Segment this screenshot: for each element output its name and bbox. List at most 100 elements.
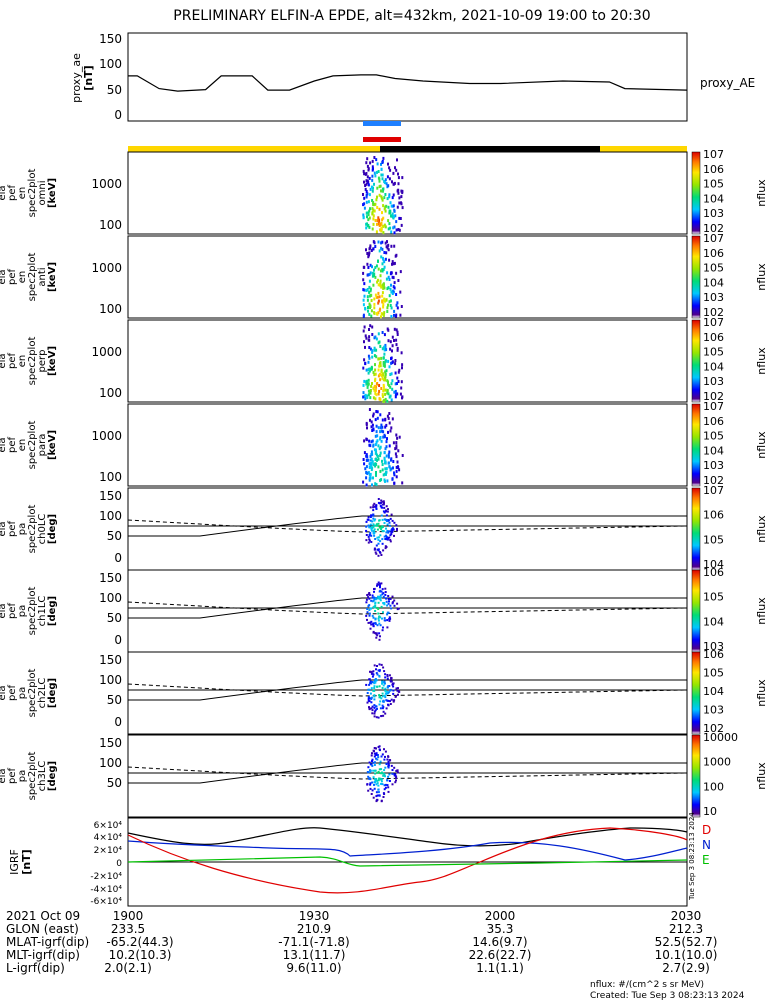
spectrum-pixel bbox=[381, 530, 384, 532]
spectrum-pixel bbox=[392, 182, 395, 186]
panel-ylabel: spec2plot bbox=[27, 669, 38, 718]
spectrum-pixel bbox=[400, 195, 403, 199]
spectrum-pixel bbox=[380, 387, 383, 390]
spectrum-pixel bbox=[381, 294, 384, 298]
spectrum-pixel bbox=[395, 328, 398, 332]
spectrum-pixel bbox=[390, 467, 393, 471]
spectrum-pixel bbox=[381, 393, 384, 397]
spectrum-pixel bbox=[370, 687, 373, 690]
spectrum-pixel bbox=[365, 289, 368, 292]
spectrum-pixel bbox=[364, 307, 367, 311]
spectrum-pixel bbox=[390, 204, 393, 208]
spectrum-pixel bbox=[384, 593, 387, 596]
proxy-ytick: 150 bbox=[99, 32, 122, 46]
spectrum-pixel bbox=[375, 264, 378, 268]
spectrum-pixel bbox=[379, 586, 381, 589]
spectrum-pixel bbox=[386, 175, 389, 179]
spectrum-pixel bbox=[375, 393, 378, 397]
spectrum-pixel bbox=[371, 210, 374, 214]
spectrum-pixel bbox=[379, 413, 382, 417]
spectrum-pixel bbox=[386, 604, 389, 607]
spectrum-pixel bbox=[376, 771, 379, 774]
spectrum-pixel bbox=[391, 527, 394, 530]
spectrum-pixel bbox=[372, 506, 375, 509]
spectrum-pixel bbox=[376, 782, 379, 785]
spectrum-pixel bbox=[386, 538, 389, 541]
spectrum-pixel bbox=[366, 179, 369, 183]
spectrum-pixel bbox=[383, 458, 386, 462]
spectrum-pixel bbox=[367, 535, 370, 538]
proxy-ae-line bbox=[128, 74, 688, 92]
spectrum-pixel bbox=[381, 704, 384, 707]
spectrum-pixel bbox=[387, 453, 390, 457]
spectrum-pixel bbox=[393, 481, 396, 485]
panel-ylabel: spec2plot bbox=[27, 587, 38, 636]
spectrum-pixel bbox=[377, 669, 380, 672]
panel-ytick: 50 bbox=[107, 611, 122, 625]
spectrum-pixel bbox=[394, 393, 397, 397]
spectrum-pixel bbox=[371, 483, 373, 487]
spectrum-pixel bbox=[374, 632, 377, 635]
spectrum-pixel bbox=[370, 529, 373, 532]
spectrum-pixel bbox=[380, 478, 383, 482]
panel-ylabel: pef bbox=[7, 269, 18, 286]
spectrum-pixel bbox=[373, 388, 376, 392]
spectrum-pixel bbox=[395, 433, 398, 437]
spectrum-pixel bbox=[384, 712, 387, 715]
spectrum-pixel bbox=[380, 196, 383, 200]
spectrum-pixel bbox=[383, 522, 386, 524]
panel-ylabel: [deg] bbox=[47, 678, 58, 708]
spectrum-pixel bbox=[398, 196, 401, 200]
spectrum-pixel bbox=[373, 764, 376, 766]
spectrum-pixel bbox=[373, 694, 376, 697]
spectrum-pixel bbox=[374, 174, 377, 178]
igrf-total-line bbox=[127, 827, 688, 847]
spectrum-pixel bbox=[371, 520, 374, 523]
spectrum-pixel bbox=[384, 378, 386, 382]
spectrum-pixel bbox=[395, 343, 398, 347]
spectrum-pixel bbox=[381, 538, 384, 541]
spectrum-pixel bbox=[387, 392, 390, 396]
colorbar-tick: 105 bbox=[703, 346, 724, 359]
spectrum-pixel bbox=[381, 681, 384, 684]
spectrum-pixel bbox=[367, 605, 370, 608]
spectrum-pixel bbox=[384, 397, 387, 401]
spectrum-pixel bbox=[379, 222, 381, 226]
proxy-ylabel: proxy_ae bbox=[70, 53, 83, 103]
spectrum-pixel bbox=[381, 211, 383, 215]
spectrum-pixel bbox=[365, 382, 368, 386]
spectrum-pixel bbox=[381, 262, 384, 266]
spectrum-pixel bbox=[362, 329, 365, 333]
spectrum-pixel bbox=[387, 243, 390, 247]
spectrum-pixel bbox=[363, 282, 366, 286]
spectrum-pixel bbox=[387, 303, 389, 307]
spectrum-pixel bbox=[387, 760, 390, 763]
spectrum-pixel bbox=[393, 774, 396, 777]
spectrum-pixel bbox=[367, 183, 370, 187]
spectrum-pixel bbox=[391, 361, 394, 365]
colorbar-tick: 106 bbox=[703, 509, 724, 522]
spectrum-pixel bbox=[380, 528, 383, 531]
spectrum-pixel bbox=[388, 195, 391, 199]
spectrum-pixel bbox=[376, 295, 379, 299]
spectrum-pixel bbox=[374, 418, 377, 422]
spectrum-pixel bbox=[383, 619, 386, 622]
colorbar-tick: 107 bbox=[703, 400, 724, 413]
spectrum-pixel bbox=[369, 692, 372, 695]
spectrum-pixel bbox=[379, 599, 382, 602]
colorbar-label: nflux bbox=[755, 679, 768, 707]
spectrum-pixel bbox=[381, 617, 383, 620]
spectrum-pixel bbox=[384, 547, 387, 550]
spectrum-pixel bbox=[398, 201, 401, 205]
spectrum-pixel bbox=[381, 695, 384, 698]
spectrum-pixel bbox=[367, 371, 370, 375]
spectrum-pixel bbox=[363, 379, 366, 383]
spectrum-pixel bbox=[391, 530, 394, 533]
spectrum-pixel bbox=[368, 683, 371, 686]
spectrum-pixel bbox=[369, 391, 372, 395]
spectrum-pixel bbox=[369, 454, 372, 458]
panel-ytick: 100 bbox=[99, 509, 122, 523]
panel-ylabel: pef bbox=[7, 437, 18, 454]
spectrum-pixel bbox=[376, 536, 379, 539]
spectrum-pixel bbox=[401, 481, 404, 485]
